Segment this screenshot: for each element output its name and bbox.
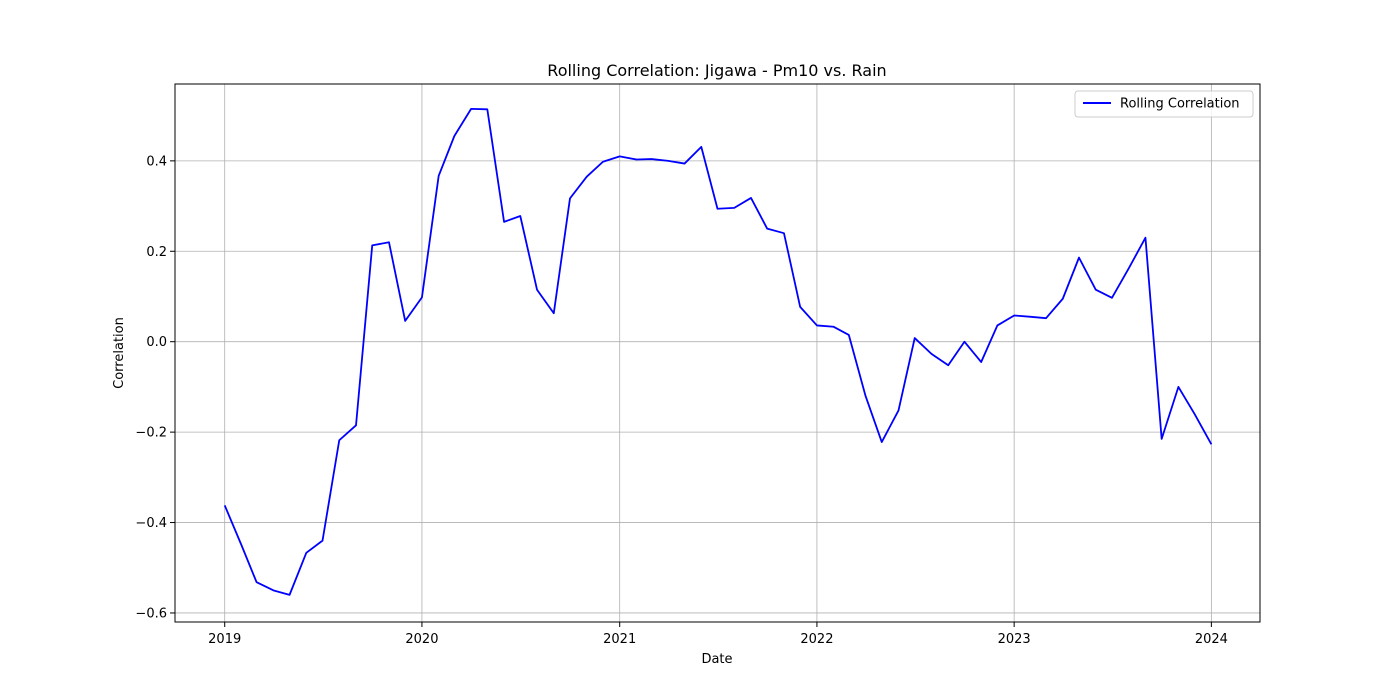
- x-tick-label: 2022: [800, 632, 833, 647]
- series-layer: [223, 107, 1213, 596]
- y-tick-label: −0.4: [135, 516, 167, 531]
- legend-label: Rolling Correlation: [1120, 97, 1240, 112]
- tick-layer: 2019 2020 2021 2022 2023 2024 −0.6 −0.4 −0.2 0.0 0…: [135, 154, 1227, 647]
- x-tick-label: 2020: [405, 632, 438, 647]
- plot-frame: [174, 83, 1261, 623]
- x-axis-title: Date: [701, 652, 732, 667]
- legend-box: [1074, 90, 1254, 118]
- legend: Rolling Correlation: [1074, 90, 1254, 118]
- y-axis-title: Correlation: [112, 317, 127, 389]
- grid-layer: [175, 84, 1260, 622]
- x-tick-label: 2023: [998, 632, 1031, 647]
- x-tick-label: 2021: [603, 632, 636, 647]
- x-tick-label: 2024: [1195, 632, 1228, 647]
- x-tick-label: 2019: [208, 632, 241, 647]
- series-line-rolling-correlation: [223, 107, 1213, 596]
- y-tick-label: −0.6: [135, 606, 167, 621]
- y-tick-label: 0.0: [146, 335, 167, 350]
- y-tick-label: −0.2: [135, 426, 167, 441]
- y-tick-label: 0.4: [146, 154, 167, 169]
- y-tick-label: 0.2: [146, 245, 167, 260]
- chart-title: Rolling Correlation: Jigawa - Pm10 vs. R…: [547, 61, 886, 80]
